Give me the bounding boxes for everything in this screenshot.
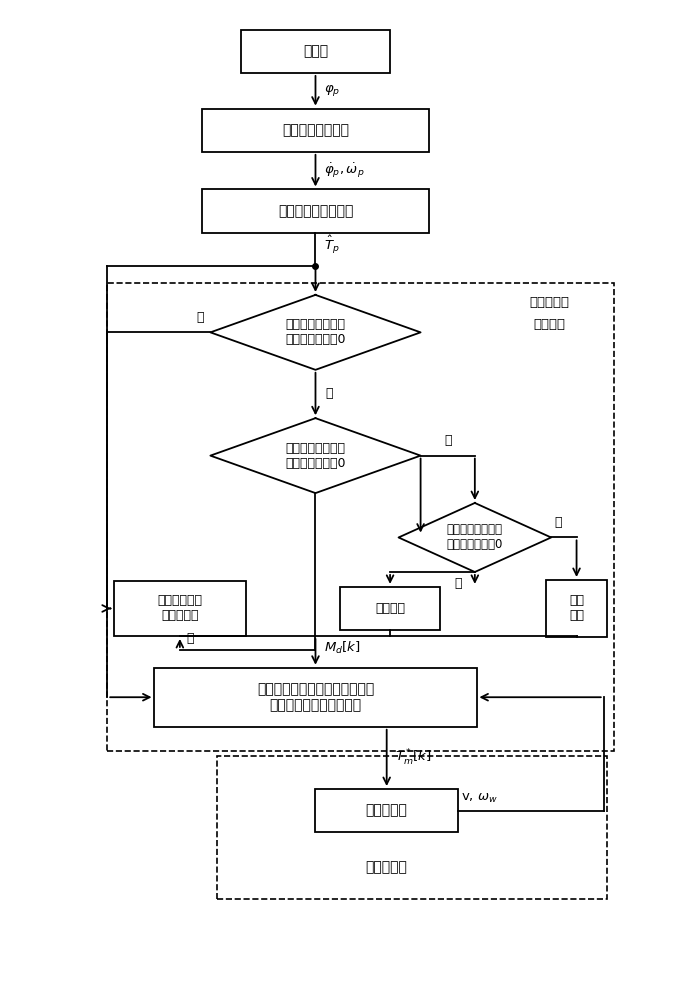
Text: 模式识别: 模式识别 <box>534 318 565 331</box>
FancyBboxPatch shape <box>113 581 246 636</box>
Text: 否: 否 <box>196 311 203 324</box>
Bar <box>217 756 607 899</box>
Text: 基于单踏板控制系统动力学模型
的非线性模型预测控制器: 基于单踏板控制系统动力学模型 的非线性模型预测控制器 <box>257 682 374 712</box>
FancyBboxPatch shape <box>316 789 458 832</box>
Text: 单踏板驾驶: 单踏板驾驶 <box>529 296 570 309</box>
Text: $M_d[k]$: $M_d[k]$ <box>324 640 361 656</box>
FancyBboxPatch shape <box>202 109 429 152</box>
Text: 驱动模式: 驱动模式 <box>375 602 405 615</box>
Text: 制动
模式: 制动 模式 <box>569 594 584 622</box>
Text: 纯电动汽车: 纯电动汽车 <box>366 860 408 874</box>
FancyBboxPatch shape <box>202 189 429 233</box>
Polygon shape <box>210 418 421 493</box>
Text: 是: 是 <box>454 577 462 590</box>
Bar <box>107 283 614 751</box>
Text: 当前时刻踏板转矩
变化量是否等于0: 当前时刻踏板转矩 变化量是否等于0 <box>285 442 346 470</box>
Text: 踏板转矩滑模观测器: 踏板转矩滑模观测器 <box>277 204 353 218</box>
Text: $\hat{T}_p$: $\hat{T}_p$ <box>324 234 339 256</box>
FancyBboxPatch shape <box>241 30 390 73</box>
FancyBboxPatch shape <box>154 668 477 727</box>
Polygon shape <box>210 295 421 370</box>
Text: 单踏板动力学模型: 单踏板动力学模型 <box>282 123 349 137</box>
Text: 单踏板: 单踏板 <box>303 44 328 58</box>
Text: $\dot{\varphi}_p,\dot{\omega}_p$: $\dot{\varphi}_p,\dot{\omega}_p$ <box>324 161 364 180</box>
Text: $T_m^*[k]$: $T_m^*[k]$ <box>395 748 431 768</box>
Text: 否: 否 <box>444 434 451 447</box>
Text: 下一时刻踏板转矩
变化量是否大于0: 下一时刻踏板转矩 变化量是否大于0 <box>446 523 503 551</box>
Text: v, $\omega_w$: v, $\omega_w$ <box>462 792 498 805</box>
FancyBboxPatch shape <box>340 587 440 630</box>
Text: 否: 否 <box>554 516 562 529</box>
Text: 是: 是 <box>326 387 333 400</box>
Text: 是: 是 <box>187 632 194 645</box>
Text: 电机控制器: 电机控制器 <box>366 804 408 818</box>
Text: $\varphi_p$: $\varphi_p$ <box>324 83 340 98</box>
FancyBboxPatch shape <box>546 580 607 637</box>
Polygon shape <box>399 503 551 572</box>
Text: 上一时刻踏板转矩
变化量是否等于0: 上一时刻踏板转矩 变化量是否等于0 <box>285 318 346 346</box>
Text: 继承上一时刻
的行驶模式: 继承上一时刻 的行驶模式 <box>157 594 202 622</box>
